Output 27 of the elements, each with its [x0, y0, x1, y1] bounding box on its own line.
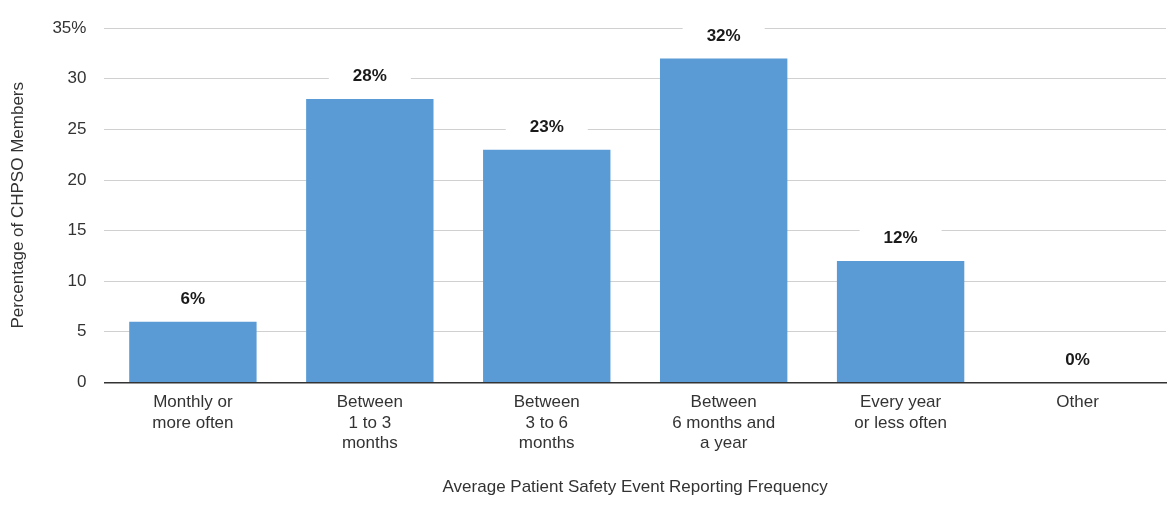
y-tick-label: 5	[76, 321, 87, 341]
x-tick-label: Between 6 months and a year	[672, 392, 776, 453]
x-axis-title: Average Patient Safety Event Reporting Frequency	[442, 477, 829, 497]
data-label: 32%	[706, 25, 741, 45]
x-tick-label: Between 3 to 6 months	[513, 392, 580, 453]
y-tick-label: 25	[67, 119, 87, 139]
bar	[306, 99, 434, 382]
y-tick-label: 35%	[52, 17, 87, 37]
data-label: 12%	[883, 228, 918, 248]
y-tick-label: 10	[67, 270, 87, 290]
y-tick-label: 0	[76, 372, 87, 392]
bar	[129, 321, 257, 382]
data-label: 0%	[1065, 349, 1090, 369]
x-tick-label: Monthly or more often	[152, 392, 234, 432]
data-label: 6%	[180, 288, 206, 308]
y-tick-label: 20	[67, 169, 87, 189]
y-axis-title: Percentage of CHPSO Members	[7, 82, 27, 329]
bar	[836, 260, 965, 382]
bar	[483, 149, 611, 382]
y-tick-label: 15	[67, 220, 87, 240]
x-tick-label: Between 1 to 3 months	[336, 392, 403, 453]
y-tick-label: 30	[67, 68, 87, 88]
bar	[659, 58, 788, 382]
x-tick-label: Other	[1056, 392, 1100, 412]
x-tick-label: Every year or less often	[854, 392, 947, 432]
data-label: 28%	[352, 66, 387, 86]
data-label: 23%	[529, 116, 564, 136]
